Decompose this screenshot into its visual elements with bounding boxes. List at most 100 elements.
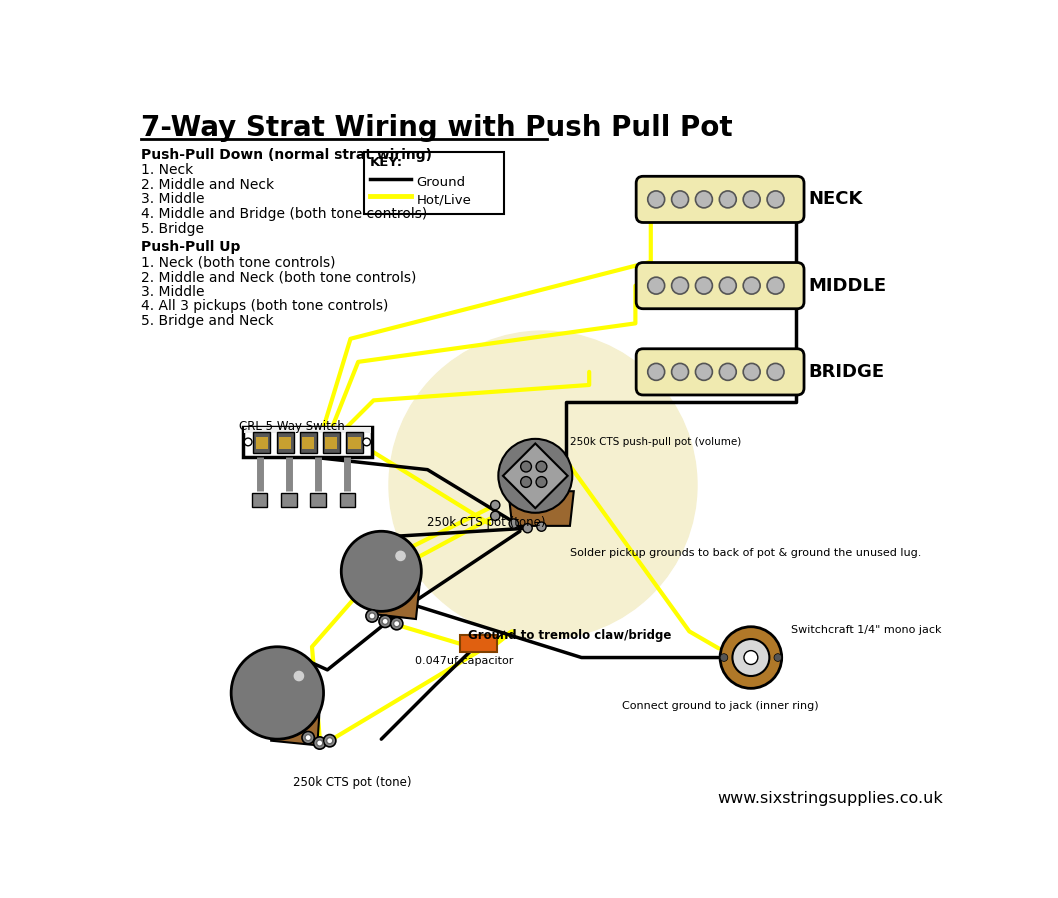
Circle shape [536,477,547,488]
Circle shape [672,277,689,295]
Circle shape [647,277,664,295]
Circle shape [767,277,784,295]
Text: 1. Neck (both tone controls): 1. Neck (both tone controls) [141,256,335,269]
Circle shape [647,364,664,381]
Circle shape [498,439,572,513]
Circle shape [695,277,712,295]
Circle shape [389,331,697,639]
Bar [244,427,370,434]
Text: NECK: NECK [808,190,863,208]
Circle shape [774,654,782,662]
Polygon shape [508,491,573,526]
Polygon shape [271,709,320,745]
Text: MIDDLE: MIDDLE [808,277,887,295]
Circle shape [523,524,532,533]
Bar [254,432,271,453]
Circle shape [324,735,335,747]
Circle shape [327,737,333,744]
Circle shape [244,438,252,445]
Bar [281,493,296,506]
Bar [346,432,363,453]
Circle shape [672,191,689,207]
Text: CRL 5-Way Switch: CRL 5-Way Switch [239,419,345,433]
Bar [256,436,268,449]
Circle shape [491,500,499,510]
Text: 5. Bridge: 5. Bridge [141,222,204,235]
Circle shape [379,615,391,628]
Text: Solder pickup grounds to back of pot & ground the unused lug.: Solder pickup grounds to back of pot & g… [570,548,922,559]
Circle shape [732,639,769,676]
Text: Ground: Ground [417,176,466,189]
Text: KEY:: KEY: [369,156,403,169]
Text: 1. Neck: 1. Neck [141,163,194,177]
Polygon shape [369,583,420,619]
Circle shape [647,191,664,207]
Text: BRIDGE: BRIDGE [808,363,884,381]
Circle shape [491,511,499,521]
Text: Push-Pull Up: Push-Pull Up [141,240,240,254]
Bar [325,436,338,449]
Circle shape [294,672,304,681]
Circle shape [719,364,736,381]
Bar [323,432,340,453]
FancyBboxPatch shape [636,176,804,223]
Circle shape [720,627,782,689]
Circle shape [363,438,370,445]
Circle shape [509,519,518,528]
Bar [302,436,314,449]
Circle shape [720,654,728,662]
Circle shape [342,532,421,612]
Circle shape [767,191,784,207]
Circle shape [672,364,689,381]
Text: Hot/Live: Hot/Live [417,193,472,207]
Bar [276,432,293,453]
Circle shape [743,364,760,381]
Circle shape [695,364,712,381]
Text: Ground to tremolo claw/bridge: Ground to tremolo claw/bridge [468,629,671,642]
Bar [299,432,316,453]
Circle shape [382,618,388,624]
Text: www.sixstringsupplies.co.uk: www.sixstringsupplies.co.uk [717,791,944,806]
Text: 0.047uf capacitor: 0.047uf capacitor [415,656,513,666]
Bar [242,427,372,456]
Text: 4. All 3 pickups (both tone controls): 4. All 3 pickups (both tone controls) [141,300,388,313]
Text: 4. Middle and Bridge (both tone controls): 4. Middle and Bridge (both tone controls… [141,207,427,221]
FancyBboxPatch shape [636,262,804,309]
Bar [252,493,268,506]
Bar [348,436,361,449]
Circle shape [521,462,531,472]
FancyBboxPatch shape [636,348,804,395]
Text: 5. Bridge and Neck: 5. Bridge and Neck [141,314,274,328]
Text: 250k CTS pot (tone): 250k CTS pot (tone) [293,776,412,789]
Circle shape [302,732,314,744]
Circle shape [695,191,712,207]
Circle shape [743,277,760,295]
Bar [460,635,497,652]
Text: 250k CTS pot (tone): 250k CTS pot (tone) [427,515,546,529]
Bar [340,493,355,506]
Circle shape [313,737,326,749]
Circle shape [396,551,405,560]
Circle shape [394,621,400,627]
Circle shape [767,364,784,381]
Circle shape [366,610,378,622]
Circle shape [536,522,546,532]
Circle shape [536,462,547,472]
Text: 7-Way Strat Wiring with Push Pull Pot: 7-Way Strat Wiring with Push Pull Pot [141,114,733,142]
Bar [364,153,505,214]
Bar [279,436,291,449]
Circle shape [231,647,324,739]
Circle shape [719,277,736,295]
Text: 250k CTS push-pull pot (volume): 250k CTS push-pull pot (volume) [570,437,742,447]
Text: Switchcraft 1/4" mono jack: Switchcraft 1/4" mono jack [791,625,942,635]
Text: 2. Middle and Neck: 2. Middle and Neck [141,178,274,192]
Text: 3. Middle: 3. Middle [141,192,204,207]
Circle shape [316,740,323,746]
Circle shape [390,618,403,629]
Circle shape [369,612,376,619]
Text: Push-Pull Down (normal strat wiring): Push-Pull Down (normal strat wiring) [141,148,432,162]
Text: 3. Middle: 3. Middle [141,285,204,299]
Circle shape [305,735,311,741]
Circle shape [521,477,531,488]
Text: Connect ground to jack (inner ring): Connect ground to jack (inner ring) [621,700,818,710]
